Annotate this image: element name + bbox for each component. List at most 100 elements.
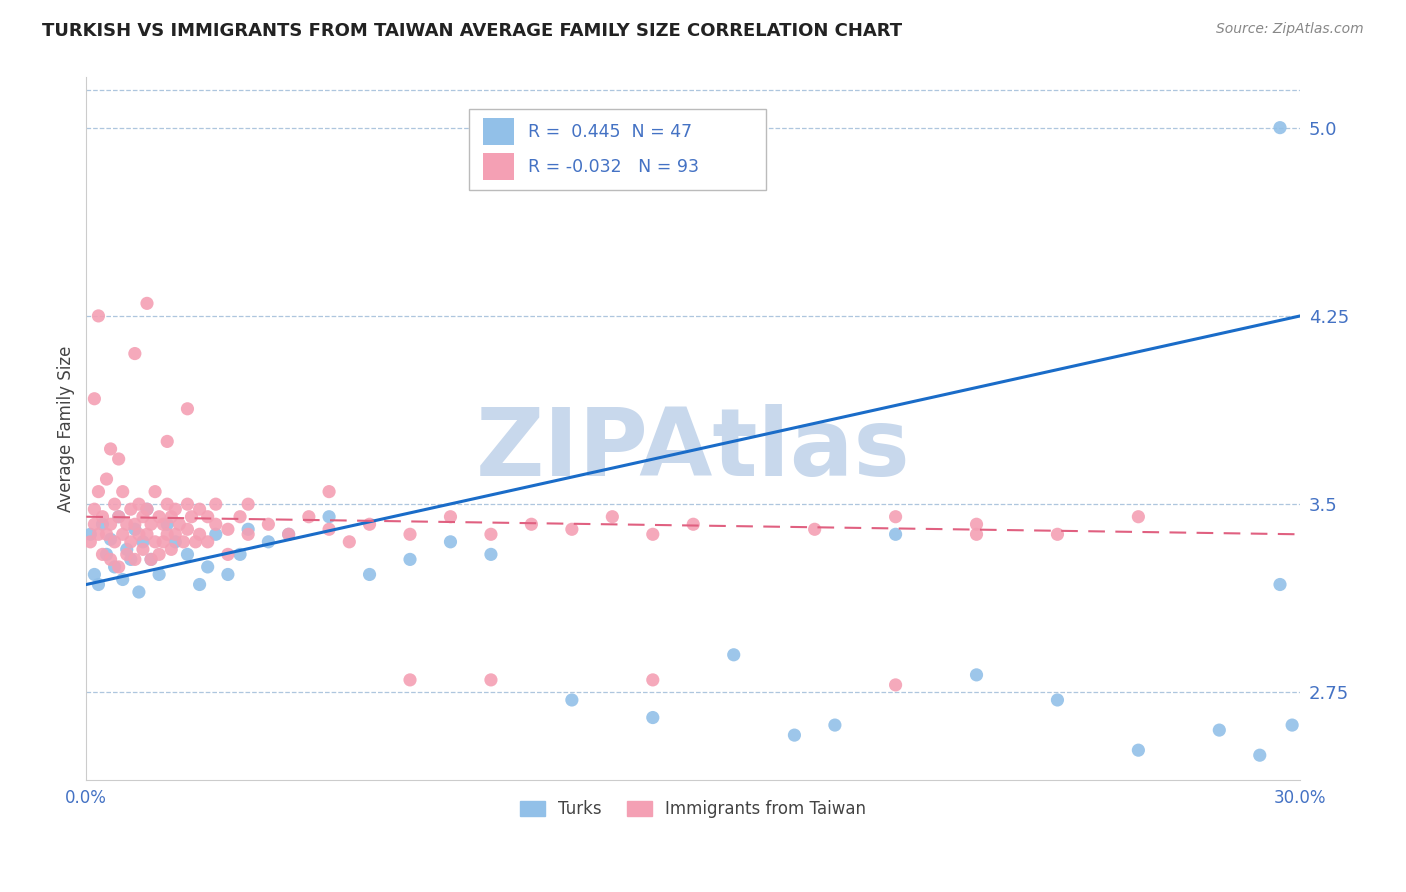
- Point: [561, 693, 583, 707]
- Point: [184, 534, 207, 549]
- Point: [124, 522, 146, 536]
- Point: [136, 296, 159, 310]
- Point: [641, 673, 664, 687]
- Point: [124, 517, 146, 532]
- Point: [479, 673, 502, 687]
- Point: [337, 534, 360, 549]
- Point: [1208, 723, 1230, 737]
- Point: [120, 502, 142, 516]
- Point: [1268, 120, 1291, 135]
- Point: [229, 509, 252, 524]
- Point: [204, 527, 226, 541]
- FancyBboxPatch shape: [468, 109, 766, 190]
- Point: [318, 509, 340, 524]
- Y-axis label: Average Family Size: Average Family Size: [58, 346, 75, 512]
- Point: [104, 534, 127, 549]
- Point: [966, 517, 988, 532]
- Point: [204, 497, 226, 511]
- Point: [169, 517, 191, 532]
- Text: ZIPAtlas: ZIPAtlas: [475, 404, 911, 496]
- Point: [100, 517, 122, 532]
- Point: [128, 497, 150, 511]
- Point: [104, 497, 127, 511]
- Point: [128, 585, 150, 599]
- Point: [277, 527, 299, 541]
- Point: [136, 502, 159, 516]
- Point: [107, 509, 129, 524]
- Point: [156, 527, 179, 541]
- Point: [172, 534, 194, 549]
- Point: [83, 392, 105, 406]
- Point: [87, 309, 110, 323]
- Point: [188, 527, 211, 541]
- Point: [1249, 748, 1271, 763]
- Point: [83, 517, 105, 532]
- Point: [197, 560, 219, 574]
- Point: [100, 533, 122, 547]
- Point: [1281, 718, 1303, 732]
- Point: [236, 527, 259, 541]
- Point: [277, 527, 299, 541]
- Point: [107, 509, 129, 524]
- Point: [359, 517, 381, 532]
- Point: [100, 552, 122, 566]
- Point: [120, 534, 142, 549]
- Point: [197, 509, 219, 524]
- Text: Source: ZipAtlas.com: Source: ZipAtlas.com: [1216, 22, 1364, 37]
- Point: [165, 502, 187, 516]
- Point: [399, 527, 422, 541]
- Point: [298, 509, 321, 524]
- Point: [439, 509, 461, 524]
- Point: [148, 548, 170, 562]
- Point: [682, 517, 704, 532]
- Point: [479, 548, 502, 562]
- Bar: [484, 153, 513, 180]
- Point: [83, 567, 105, 582]
- Point: [128, 527, 150, 541]
- Point: [107, 560, 129, 574]
- Point: [143, 534, 166, 549]
- Point: [96, 527, 118, 541]
- Point: [783, 728, 806, 742]
- Point: [139, 552, 162, 566]
- Point: [111, 573, 134, 587]
- Point: [966, 668, 988, 682]
- Point: [96, 548, 118, 562]
- Point: [217, 548, 239, 562]
- Point: [148, 509, 170, 524]
- Point: [641, 527, 664, 541]
- Point: [132, 509, 155, 524]
- Point: [132, 534, 155, 549]
- Point: [1046, 527, 1069, 541]
- Point: [156, 497, 179, 511]
- Point: [115, 542, 138, 557]
- Point: [160, 509, 183, 524]
- Point: [87, 484, 110, 499]
- Point: [91, 548, 114, 562]
- Point: [236, 522, 259, 536]
- Text: R =  0.445  N = 47: R = 0.445 N = 47: [529, 122, 692, 141]
- Point: [120, 552, 142, 566]
- Point: [107, 452, 129, 467]
- Point: [1268, 577, 1291, 591]
- Point: [111, 527, 134, 541]
- Point: [139, 517, 162, 532]
- Point: [160, 542, 183, 557]
- Point: [176, 548, 198, 562]
- Point: [399, 673, 422, 687]
- Point: [87, 527, 110, 541]
- Bar: [484, 119, 513, 145]
- Point: [104, 560, 127, 574]
- Point: [176, 497, 198, 511]
- Point: [152, 517, 174, 532]
- Point: [91, 517, 114, 532]
- Point: [176, 401, 198, 416]
- Point: [79, 534, 101, 549]
- Point: [165, 534, 187, 549]
- Point: [1128, 509, 1150, 524]
- Point: [148, 567, 170, 582]
- Point: [236, 497, 259, 511]
- Point: [217, 567, 239, 582]
- Point: [132, 542, 155, 557]
- Point: [188, 502, 211, 516]
